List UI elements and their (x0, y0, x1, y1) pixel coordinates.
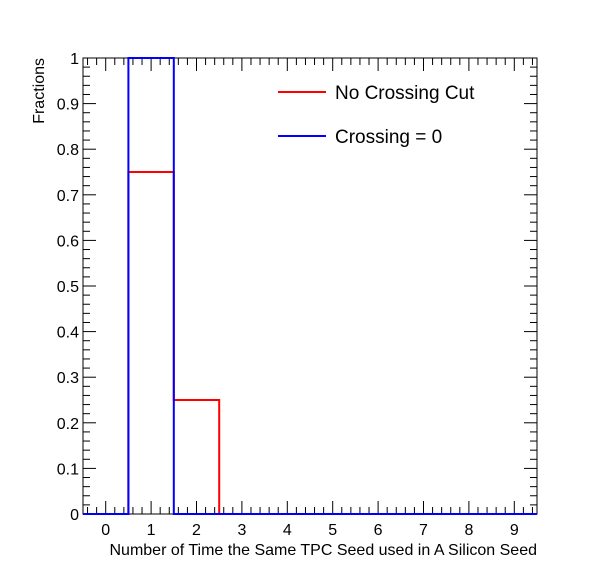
x-tick-label: 4 (283, 522, 292, 539)
y-tick-label: 1 (70, 51, 79, 68)
axis-ticks (83, 57, 537, 515)
y-tick-label: 0.4 (57, 325, 79, 342)
series-1-histogram (83, 171, 537, 515)
series-group (83, 57, 537, 515)
x-tick-labels: 0 1 2 3 4 5 6 7 8 9 (101, 522, 519, 539)
y-tick-label: 0.3 (57, 370, 79, 387)
y-tick-label: 0.2 (57, 416, 79, 433)
y-tick-label: 0.5 (57, 279, 79, 296)
x-tick-label: 7 (419, 522, 428, 539)
y-tick-label: 0.7 (57, 188, 79, 205)
y-tick-label: 0.1 (57, 461, 79, 478)
plot-frame (82, 57, 538, 515)
y-tick-label: 0.6 (57, 233, 79, 250)
x-tick-label: 9 (510, 522, 519, 539)
y-tick-label: 0 (70, 507, 79, 524)
x-tick-label: 5 (328, 522, 337, 539)
legend: No Crossing Cut Crossing = 0 (278, 83, 475, 148)
x-tick-label: 1 (147, 522, 156, 539)
x-tick-label: 2 (192, 522, 201, 539)
x-tick-label: 0 (101, 522, 110, 539)
y-tick-label: 0.9 (57, 97, 79, 114)
y-axis-title: Fractions (31, 58, 48, 124)
x-tick-label: 8 (464, 522, 473, 539)
y-tick-labels: 0 0.1 0.2 0.3 0.4 0.5 0.6 0.7 0.8 0.9 1 (57, 51, 79, 524)
y-tick-label: 0.8 (57, 142, 79, 159)
x-axis-title: Number of Time the Same TPC Seed used in… (110, 542, 538, 559)
x-tick-label: 6 (374, 522, 383, 539)
x-tick-label: 3 (237, 522, 246, 539)
series-2-histogram (83, 57, 537, 515)
legend-label: Crossing = 0 (335, 127, 442, 148)
legend-label: No Crossing Cut (335, 83, 475, 104)
